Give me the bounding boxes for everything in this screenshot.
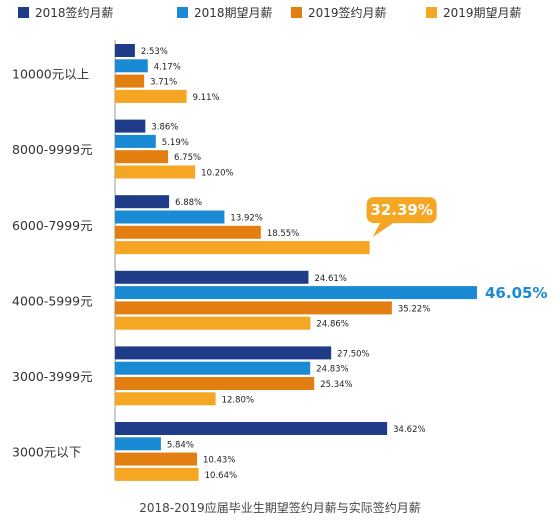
bar-1-0 xyxy=(115,119,146,133)
bar-1-3 xyxy=(115,165,196,179)
category-label-1: 8000-9999元 xyxy=(12,142,93,157)
value-label-0-0: 2.53% xyxy=(141,47,168,57)
bar-5-0 xyxy=(115,422,388,435)
value-label-4-0: 27.50% xyxy=(337,349,369,359)
callouts-layer: 32.39% 46.05% xyxy=(366,197,547,302)
value-label-3-0: 24.61% xyxy=(314,274,346,284)
category-label-2: 6000-7999元 xyxy=(12,218,93,233)
callout-bubble xyxy=(366,197,437,224)
bar-2-2 xyxy=(115,225,261,239)
value-label-3-3: 24.86% xyxy=(316,320,348,330)
bar-1-1 xyxy=(115,134,156,148)
callout-label-1: 46.05% xyxy=(485,284,547,302)
value-label-4-3: 12.80% xyxy=(222,395,254,405)
value-label-4-1: 24.83% xyxy=(316,365,348,375)
legend-label-2: 2019签约月薪 xyxy=(308,5,387,20)
bar-5-3 xyxy=(115,467,199,481)
bar-5-1 xyxy=(115,437,161,451)
value-label-2-0: 6.88% xyxy=(175,198,202,208)
legend: 2018签约月薪 2018期望月薪 2019签约月薪 2019期望月薪 xyxy=(18,5,522,20)
legend-label-3: 2019期望月薪 xyxy=(443,6,522,20)
value-label-5-3: 10.64% xyxy=(205,471,237,481)
category-label-0: 10000元以上 xyxy=(12,67,89,82)
bar-3-1 xyxy=(115,286,477,300)
value-label-3-2: 35.22% xyxy=(398,304,430,314)
bar-0-1 xyxy=(115,59,148,73)
value-label-0-3: 9.11% xyxy=(193,93,220,103)
legend-label-1: 2018期望月薪 xyxy=(194,6,273,20)
value-label-1-0: 3.86% xyxy=(151,123,178,133)
value-label-1-3: 10.20% xyxy=(201,169,233,179)
bar-2-3 xyxy=(115,241,370,255)
bar-5-2 xyxy=(115,452,197,466)
category-label-3: 4000-5999元 xyxy=(12,293,93,308)
legend-swatch-1 xyxy=(177,7,188,18)
value-label-1-1: 5.19% xyxy=(162,138,189,148)
value-label-2-2: 18.55% xyxy=(267,229,299,239)
callout-bubble-pointer xyxy=(372,222,395,238)
value-label-0-1: 4.17% xyxy=(154,62,181,72)
bars-layer xyxy=(115,44,477,481)
bar-0-3 xyxy=(115,89,187,103)
bar-2-0 xyxy=(115,195,170,209)
bar-4-1 xyxy=(115,361,311,375)
category-label-5: 3000元以下 xyxy=(12,445,81,460)
chart-caption: 2018-2019应届毕业生期望签约月薪与实际签约月薪 xyxy=(139,500,420,515)
bar-1-2 xyxy=(115,150,169,164)
bar-0-2 xyxy=(115,74,145,88)
labels-layer: 10000元以上 2.53% 4.17% 3.71% 9.11% 8000-9999元 3.… xyxy=(12,47,430,481)
callout-label-0: 32.39% xyxy=(370,201,432,219)
legend-label-0: 2018签约月薪 xyxy=(35,5,114,20)
bar-0-0 xyxy=(115,44,135,57)
bar-4-2 xyxy=(115,377,315,390)
value-label-2-1: 13.92% xyxy=(230,214,262,224)
legend-swatch-0 xyxy=(18,7,29,18)
bar-2-1 xyxy=(115,210,225,224)
legend-swatch-3 xyxy=(426,7,437,18)
bar-3-2 xyxy=(115,301,392,315)
bar-3-3 xyxy=(115,316,311,330)
value-label-5-2: 10.43% xyxy=(203,456,235,466)
value-label-1-2: 6.75% xyxy=(174,153,201,163)
value-label-0-2: 3.71% xyxy=(150,78,177,88)
value-label-4-2: 25.34% xyxy=(320,380,352,390)
bar-4-0 xyxy=(115,346,332,360)
category-label-4: 3000-3999元 xyxy=(12,369,93,384)
legend-swatch-2 xyxy=(291,7,302,18)
value-label-5-1: 5.84% xyxy=(167,440,194,450)
bar-4-3 xyxy=(115,392,216,406)
bar-3-0 xyxy=(115,270,309,284)
value-label-5-0: 34.62% xyxy=(393,425,425,435)
